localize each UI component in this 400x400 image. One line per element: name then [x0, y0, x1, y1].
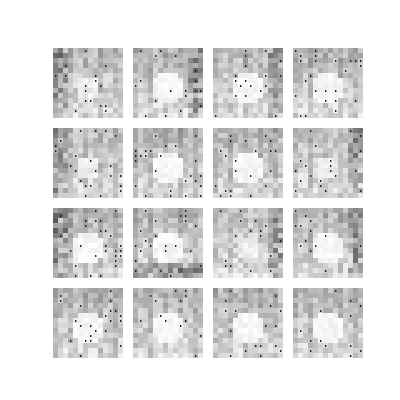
sample-tile: [133, 288, 203, 358]
sample-tile: [53, 48, 123, 118]
sample-tile: [53, 288, 123, 358]
sample-tile: [133, 208, 203, 278]
sample-tile: [213, 48, 283, 118]
sample-tile: [293, 48, 363, 118]
sample-image: [53, 128, 123, 198]
sample-image: [293, 48, 363, 118]
sample-image: [213, 128, 283, 198]
sample-tile: [293, 128, 363, 198]
sample-tile: [213, 208, 283, 278]
sample-image: [213, 48, 283, 118]
sample-tile: [213, 288, 283, 358]
sample-image: [213, 208, 283, 278]
sample-image: [133, 288, 203, 358]
sample-tile: [53, 208, 123, 278]
sample-image: [53, 288, 123, 358]
sample-tile: [293, 288, 363, 358]
sample-image: [133, 208, 203, 278]
sample-tile: [133, 128, 203, 198]
sample-tile: [53, 128, 123, 198]
sample-tile: [293, 208, 363, 278]
sample-tile: [213, 128, 283, 198]
sample-image: [293, 208, 363, 278]
sample-image: [293, 288, 363, 358]
sample-image: [133, 128, 203, 198]
sample-image: [213, 288, 283, 358]
sample-image: [293, 128, 363, 198]
sample-tile: [133, 48, 203, 118]
sample-image: [53, 208, 123, 278]
sample-image: [53, 48, 123, 118]
sample-image: [133, 48, 203, 118]
